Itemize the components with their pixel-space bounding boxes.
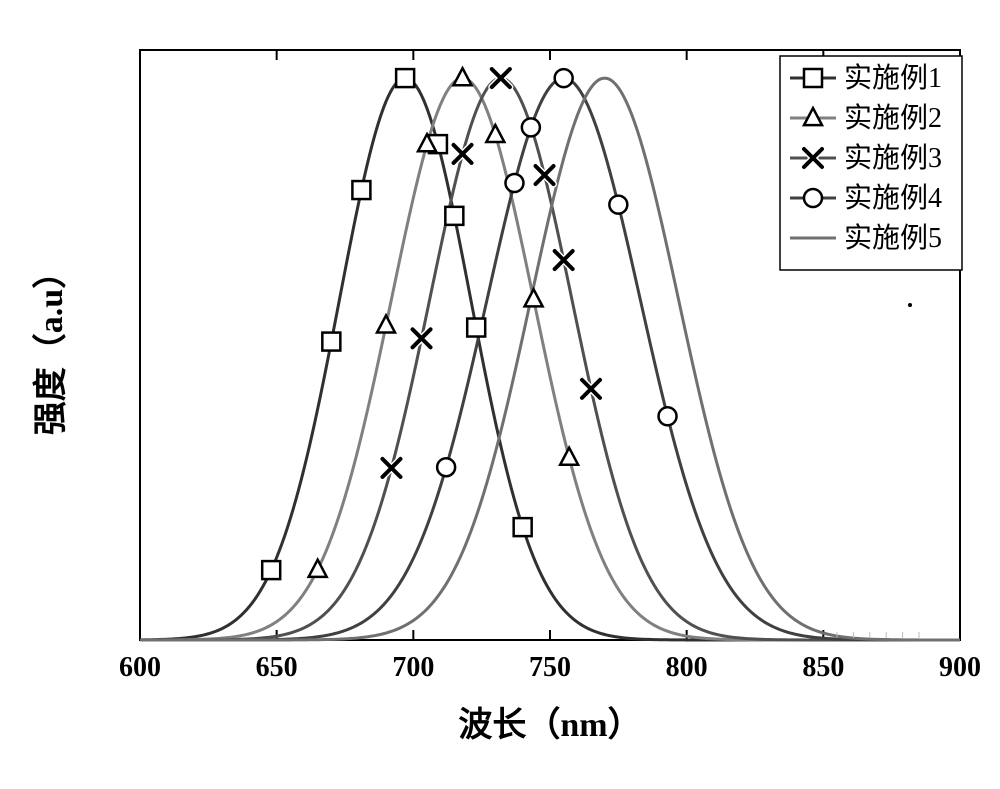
x-tick-label: 600 — [119, 652, 161, 683]
legend-label: 实施例4 — [844, 182, 942, 214]
legend: 实施例1 实施例2 实施例3 实施例4 实施例5 — [780, 56, 962, 270]
x-tick-label: 750 — [529, 652, 571, 683]
legend-label: 实施例2 — [844, 102, 942, 134]
x-tick-label: 900 — [939, 652, 981, 683]
legend-label: 实施例5 — [844, 222, 942, 254]
x-axis-label: 波长（nm） — [458, 705, 641, 744]
spectrum-chart: 600650700750800850900波长（nm）强度（a.u）实施例1实施… — [0, 0, 1000, 789]
x-tick-label: 700 — [392, 652, 434, 683]
x-tick-label: 850 — [802, 652, 844, 683]
x-tick-label: 800 — [666, 652, 708, 683]
legend-label: 实施例3 — [844, 142, 942, 174]
legend-label: 实施例1 — [844, 62, 942, 94]
x-tick-label: 650 — [256, 652, 298, 683]
y-axis-label: 强度（a.u） — [31, 255, 70, 435]
stray-dot — [908, 303, 912, 307]
chart-container: 600650700750800850900波长（nm）强度（a.u）实施例1实施… — [0, 0, 1000, 789]
